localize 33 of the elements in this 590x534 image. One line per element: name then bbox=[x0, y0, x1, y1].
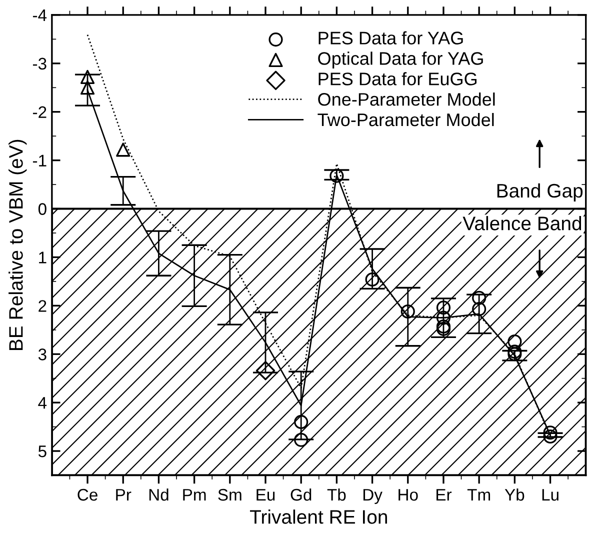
legend-label: PES Data for YAG bbox=[318, 31, 463, 44]
legend-label: Optical Data for YAG bbox=[318, 52, 483, 68]
y-tick-label: 1 bbox=[39, 252, 46, 264]
x-tick-label: Sm bbox=[218, 488, 242, 501]
x-tick-label: Dy bbox=[363, 489, 382, 504]
y-tick-label: -4 bbox=[32, 10, 47, 21]
y-tick-label: -2 bbox=[32, 106, 46, 118]
y-tick-label: 3 bbox=[38, 348, 46, 360]
x-tick-label: Lu bbox=[542, 489, 558, 501]
legend-label: PES Data for EuGG bbox=[318, 72, 476, 86]
x-tick-label: Ce bbox=[78, 488, 98, 501]
band-label: Valence Band bbox=[462, 216, 582, 230]
x-tick-label: Pm bbox=[183, 489, 206, 501]
x-axis-title: Trivalent RE Ion bbox=[250, 510, 387, 524]
y-tick-label: -3 bbox=[32, 58, 46, 70]
x-tick-label: Nd bbox=[149, 488, 168, 501]
x-tick-label: Tm bbox=[467, 489, 490, 501]
x-tick-label: Eu bbox=[256, 489, 275, 501]
y-tick-label: 2 bbox=[38, 300, 46, 312]
y-tick-label: 0 bbox=[38, 203, 46, 215]
x-tick-label: Gd bbox=[290, 488, 312, 501]
x-tick-label: Pr bbox=[116, 489, 132, 501]
x-tick-label: Yb bbox=[504, 488, 524, 501]
y-tick-label: -1 bbox=[32, 154, 46, 166]
x-tick-label: Ho bbox=[398, 489, 418, 501]
x-tick-label: Tb bbox=[327, 488, 346, 501]
legend-label: One-Parameter Model bbox=[318, 92, 495, 106]
y-tick-label: 5 bbox=[38, 446, 46, 458]
y-tick-label: 4 bbox=[38, 397, 47, 409]
annotation: Band Gap bbox=[497, 183, 583, 202]
legend-label: Two-Parameter Model bbox=[318, 112, 494, 126]
x-tick-label: Er bbox=[436, 489, 452, 501]
y-axis-title: BE Relative to VBM (eV) bbox=[8, 140, 27, 350]
